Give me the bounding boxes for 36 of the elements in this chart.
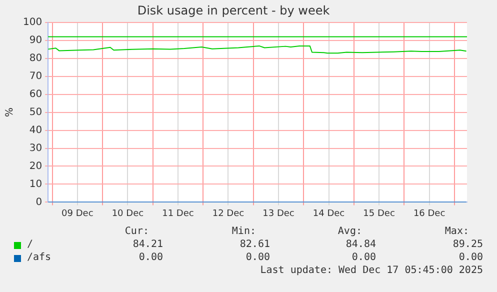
y-tick-label: 90 [29, 34, 42, 46]
y-tick-label: 40 [29, 124, 42, 136]
y-axis-title: % [4, 108, 16, 118]
y-tick-label: 80 [29, 52, 42, 64]
x-tick-label: 12 Dec [212, 208, 244, 219]
y-tick-label: 100 [22, 16, 42, 28]
y-tick-label: 70 [29, 70, 42, 82]
text: 0.00 [458, 252, 483, 263]
text: Max: [444, 226, 469, 237]
text: Avg: [338, 226, 362, 237]
text: 0.00 [352, 252, 376, 263]
text: 0.00 [138, 252, 163, 263]
y-tick-label: 60 [29, 88, 42, 100]
y-tick-label: 10 [29, 178, 42, 190]
x-tick-label: 16 Dec [413, 208, 446, 219]
x-tick-label: 14 Dec [312, 208, 345, 219]
y-tick-label: 50 [29, 106, 42, 118]
x-tick-label: 13 Dec [262, 208, 294, 219]
text: Last update: Wed Dec 17 05:45:00 2025 [260, 265, 483, 276]
x-tick-label: 11 Dec [162, 208, 194, 219]
text: Min: [232, 226, 256, 237]
y-tick-label: 20 [29, 160, 42, 172]
legend-label: /afs [27, 252, 52, 263]
x-tick-label: 09 Dec [62, 208, 94, 219]
text: 0.00 [246, 252, 270, 263]
x-tick-label: 15 Dec [363, 208, 395, 219]
text: Cur: [124, 226, 149, 237]
text: 84.21 [132, 239, 163, 250]
text: 82.61 [240, 239, 270, 250]
legend-label: / [27, 239, 34, 250]
text: 89.25 [452, 239, 483, 250]
y-tick-label: 0 [36, 196, 42, 208]
chart-title: Disk usage in percent - by week [137, 3, 330, 18]
text: 84.84 [346, 239, 376, 250]
x-tick-label: 10 Dec [112, 208, 144, 219]
y-tick-label: 30 [29, 142, 42, 154]
